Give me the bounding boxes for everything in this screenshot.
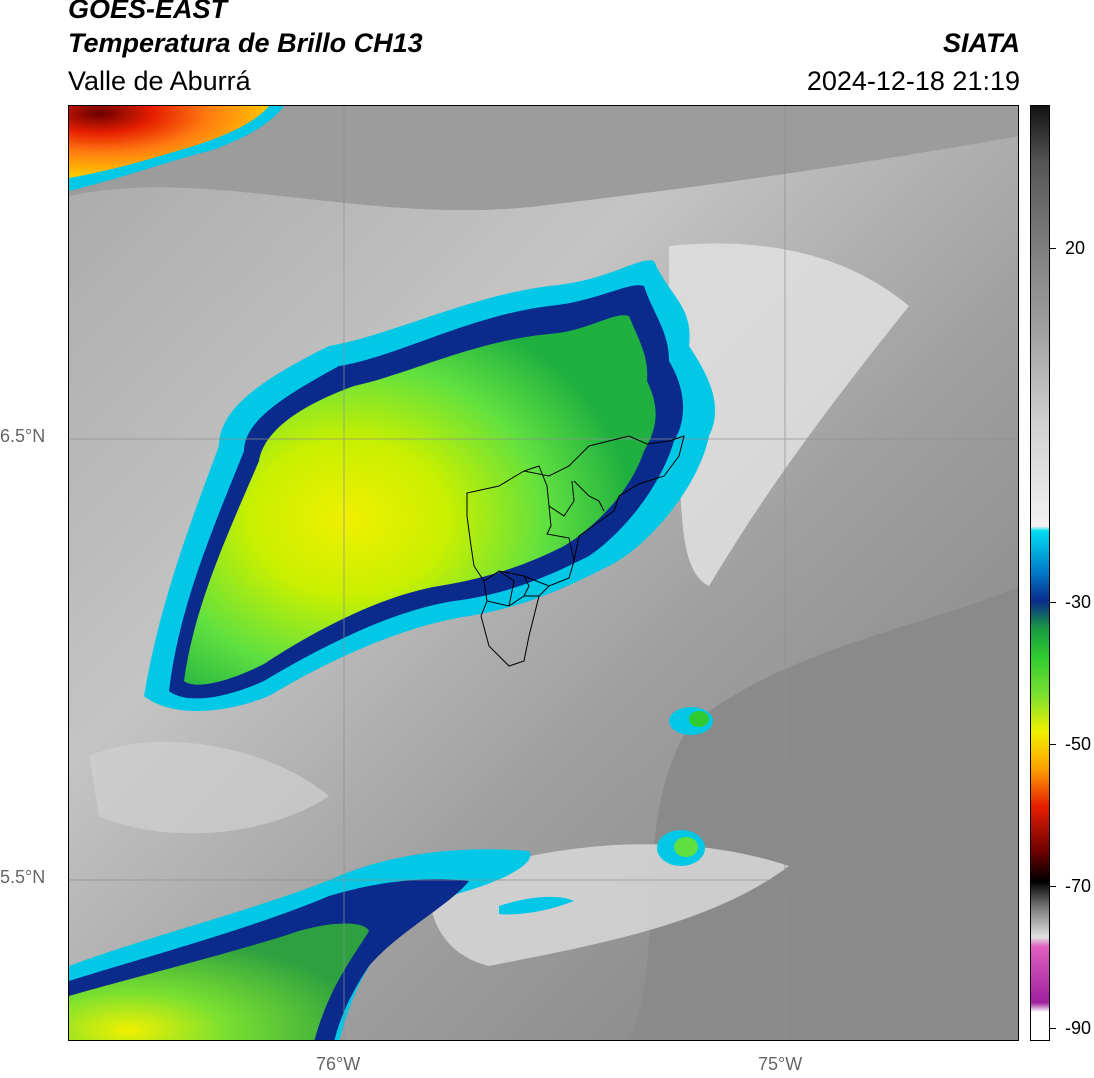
small-cell-east-lower [657, 830, 705, 866]
light-band-upper [69, 106, 1018, 211]
colorbar [1030, 105, 1050, 1041]
lon-label-75w: 75°W [758, 1054, 803, 1074]
dark-cloud-band-lower [629, 586, 1018, 1040]
colorbar-tick-minus-30 [1050, 602, 1056, 603]
small-cell-streak [499, 896, 574, 915]
colorbar-tick-minus-70 [1050, 886, 1056, 887]
title-product: Temperatura de Brillo CH13 [68, 28, 423, 58]
colorbar-tick-minus-90 [1050, 1028, 1056, 1029]
region-label: Valle de Aburrá [68, 66, 251, 96]
colorbar-label-minus-50: -50 [1065, 734, 1092, 754]
colorbar-label-minus-30: -30 [1065, 592, 1092, 612]
colorbar-label-minus-70: -70 [1065, 876, 1092, 896]
satellite-map[interactable] [68, 105, 1019, 1041]
lat-label-6-5: 6.5°N [0, 426, 46, 446]
colorbar-tick-20 [1050, 248, 1056, 249]
bright-cloud-band-right [669, 243, 909, 586]
storm-cell-top-left [69, 106, 284, 191]
title-satellite: GOES-EAST [68, 0, 228, 24]
colorbar-label-20: 20 [1065, 238, 1086, 258]
bright-cloud-band-lower [429, 844, 789, 966]
municipal-boundaries [466, 435, 685, 667]
colorbar-tick-minus-50 [1050, 744, 1056, 745]
small-cell-east-upper [669, 707, 713, 735]
bright-patch-left [89, 741, 329, 834]
colorbar-label-minus-90: -90 [1065, 1018, 1092, 1038]
lon-label-76w: 76°W [316, 1054, 361, 1074]
storm-core-main [144, 260, 716, 711]
lat-label-5-5: 5.5°N [0, 867, 46, 887]
graticule [69, 106, 1018, 1040]
brand-label: SIATA [943, 28, 1020, 58]
storm-cell-bottom-left [69, 849, 531, 1040]
datetime-label: 2024-12-18 21:19 [806, 66, 1020, 96]
